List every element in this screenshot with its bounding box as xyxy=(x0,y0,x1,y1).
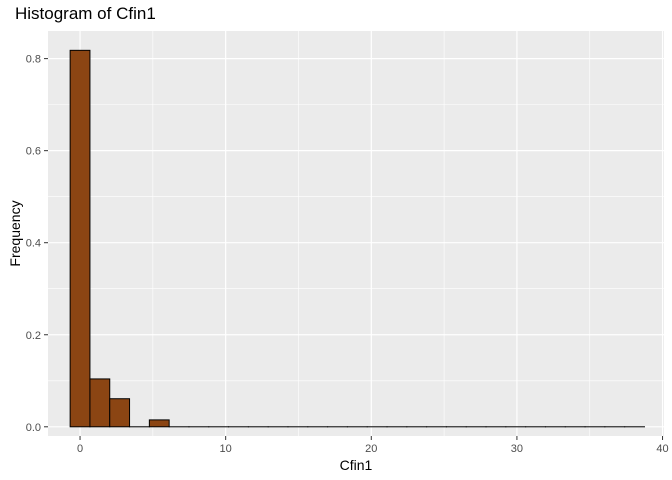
y-tick-label: 0.4 xyxy=(26,238,41,250)
histogram-bar xyxy=(89,378,111,428)
histogram-bars xyxy=(69,49,645,428)
x-axis-title: Cfin1 xyxy=(340,457,373,473)
histogram-bar xyxy=(109,398,131,428)
chart-title: Histogram of Cfin1 xyxy=(15,4,156,23)
histogram-bar xyxy=(69,49,91,428)
plot-panel xyxy=(48,31,664,436)
x-tick-label: 40 xyxy=(656,443,668,455)
y-axis-title: Frequency xyxy=(7,200,23,266)
y-tick-label: 0.8 xyxy=(26,54,41,66)
x-tick-label: 30 xyxy=(511,443,523,455)
y-tick-label: 0.6 xyxy=(26,146,41,158)
x-tick-label: 10 xyxy=(220,443,232,455)
x-tick-label: 20 xyxy=(365,443,377,455)
y-tick-label: 0.0 xyxy=(26,422,41,434)
y-tick-label: 0.2 xyxy=(26,330,41,342)
histogram-bar xyxy=(148,419,170,428)
y-axis-ticks: 0.0 0.2 0.4 0.6 0.8 xyxy=(26,54,48,434)
x-axis-ticks: 0 10 20 30 40 xyxy=(77,436,669,455)
x-tick-label: 0 xyxy=(77,443,83,455)
minor-gridlines xyxy=(48,31,664,436)
